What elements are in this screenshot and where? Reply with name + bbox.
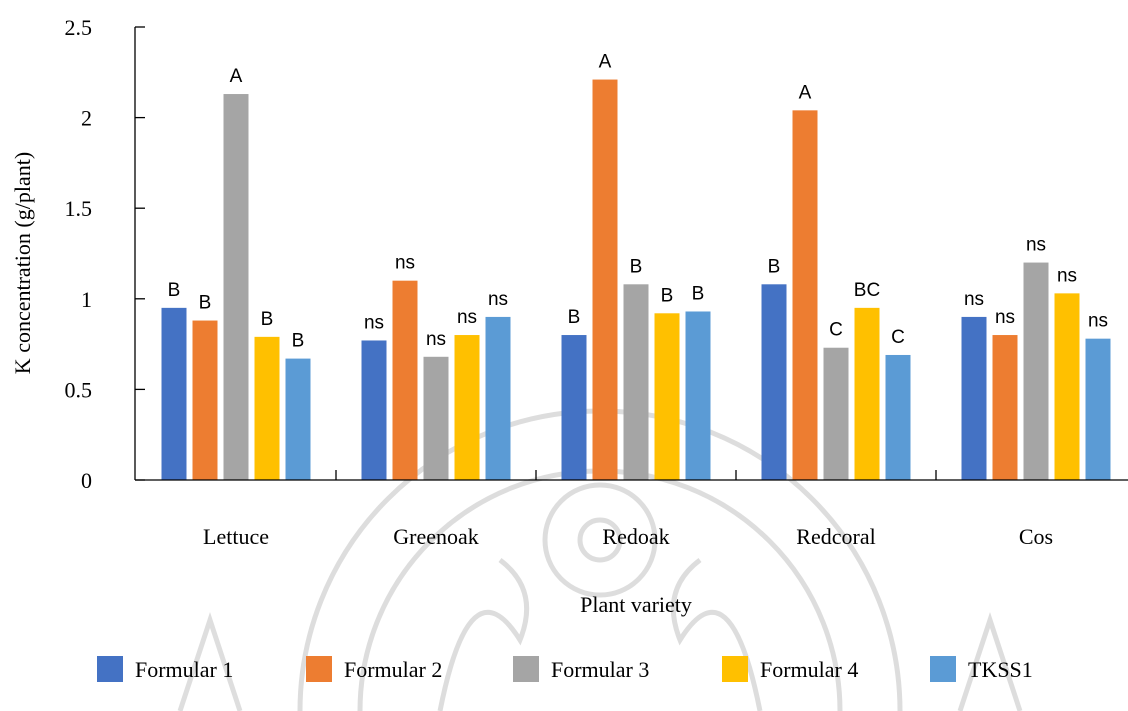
bar: [1085, 338, 1111, 480]
bar-significance-label: ns: [426, 329, 446, 350]
bar: [1023, 262, 1049, 480]
legend-label: Formular 1: [135, 657, 233, 682]
legend-label: Formular 4: [760, 657, 858, 682]
bar-significance-label: ns: [395, 253, 415, 274]
bar: [192, 320, 218, 480]
bar-significance-label: C: [829, 320, 843, 341]
legend-label: Formular 3: [551, 657, 649, 682]
y-tick-label: 0: [81, 468, 92, 493]
x-tick-label: Redoak: [602, 524, 669, 549]
y-tick-label: 0.5: [65, 377, 93, 402]
bar-significance-label: ns: [488, 289, 508, 310]
x-tick-label: Greenoak: [393, 524, 479, 549]
bar-significance-label: B: [292, 331, 305, 352]
bar-significance-label: B: [661, 285, 674, 306]
bar: [854, 307, 880, 480]
bar-significance-label: A: [799, 82, 812, 103]
bar: [685, 311, 711, 480]
bar-significance-label: A: [599, 52, 612, 73]
bar-significance-label: B: [568, 307, 581, 328]
x-tick-label: Lettuce: [203, 524, 269, 549]
bar-significance-label: ns: [995, 307, 1015, 328]
bar: [485, 316, 511, 480]
bar-significance-label: A: [230, 66, 243, 87]
bar-significance-label: ns: [1026, 235, 1046, 256]
bar-significance-label: B: [768, 256, 781, 277]
bar-significance-label: B: [199, 293, 212, 314]
bar: [254, 336, 280, 480]
y-tick-label: 1: [81, 287, 92, 312]
y-tick-label: 1.5: [65, 196, 93, 221]
bar-significance-label: C: [891, 327, 905, 348]
x-tick-label: Redcoral: [796, 524, 875, 549]
axes-group: 0 0.5 1 1.5 2 2.5 Lettuce Greenoak Redoak Redcora…: [65, 15, 1128, 549]
bar: [1054, 293, 1080, 480]
bar: [161, 307, 187, 480]
bar: [992, 335, 1018, 480]
bar-significance-label: ns: [1088, 311, 1108, 332]
y-tick-label: 2.5: [65, 15, 93, 40]
bar: [592, 79, 618, 480]
bar: [761, 284, 787, 480]
bar-significance-label: B: [261, 309, 274, 330]
bar: [223, 94, 249, 480]
bar-significance-label: ns: [457, 307, 477, 328]
legend-swatch: [306, 656, 332, 682]
legend-swatch: [97, 656, 123, 682]
bar-significance-label: B: [168, 280, 181, 301]
bar: [392, 280, 418, 480]
bar: [885, 354, 911, 480]
x-tick-label: Cos: [1019, 524, 1053, 549]
legend-swatch: [722, 656, 748, 682]
bar: [792, 110, 818, 481]
bar: [454, 335, 480, 480]
bar-significance-label: B: [692, 283, 705, 304]
legend-swatch: [513, 656, 539, 682]
bar: [285, 358, 311, 480]
bar-significance-label: ns: [1057, 265, 1077, 286]
bar-significance-label: B: [630, 256, 643, 277]
legend-swatch: [930, 656, 956, 682]
bar: [961, 316, 987, 480]
bar-significance-label: ns: [364, 312, 384, 333]
legend-label: TKSS1: [968, 657, 1033, 682]
legend-label: Formular 2: [344, 657, 442, 682]
x-axis-title: Plant variety: [580, 592, 692, 617]
bar: [623, 284, 649, 480]
bar: [423, 356, 449, 480]
bar-significance-label: BC: [854, 280, 880, 301]
bar: [561, 335, 587, 480]
y-tick-label: 2: [81, 106, 92, 131]
bars-group: [161, 79, 1111, 481]
bar: [823, 347, 849, 480]
bar-significance-label: ns: [964, 289, 984, 310]
y-axis-title: K concentration (g/plant): [10, 152, 35, 374]
bar: [361, 340, 387, 480]
legend: Formular 1 Formular 2 Formular 3 Formular 4…: [97, 656, 1033, 682]
bar: [654, 313, 680, 480]
